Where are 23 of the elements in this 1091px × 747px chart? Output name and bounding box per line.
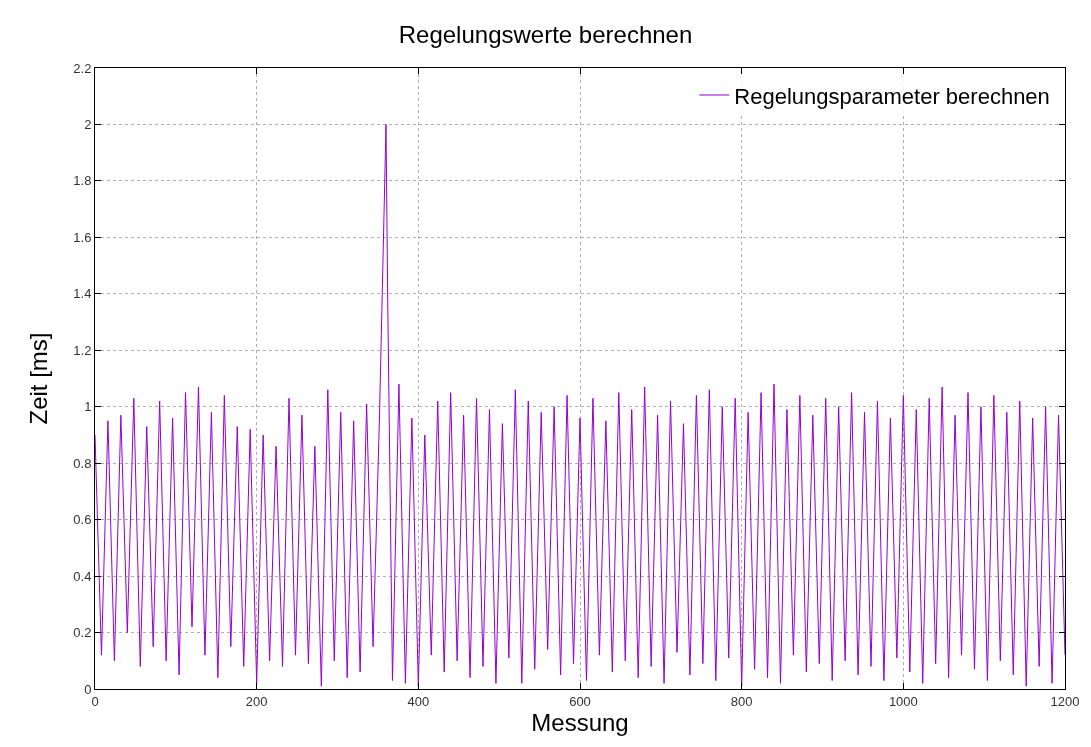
y-axis-title: Zeit [ms]: [25, 332, 53, 425]
x-tick-label: 600: [569, 693, 591, 709]
x-tick-label: 400: [407, 693, 430, 709]
y-tick-label: 2: [84, 117, 92, 132]
y-tick-label: 2.2: [73, 60, 92, 76]
y-tick-label: 0.6: [73, 512, 92, 528]
x-tick-label: 1000: [888, 693, 918, 709]
y-tick-label: 0: [84, 681, 92, 697]
y-tick-label: 1.2: [73, 342, 92, 358]
line-series: [95, 123, 1065, 687]
y-tick-label: 0.4: [73, 568, 92, 584]
y-tick-label: 1.8: [73, 173, 92, 189]
legend-label: Regelungsparameter berechnen: [734, 83, 1050, 109]
x-tick-label: 800: [730, 693, 753, 709]
x-tick-label: 200: [245, 693, 268, 709]
y-tick-label: 1.4: [73, 286, 92, 302]
y-tick-label: 0.2: [73, 625, 92, 641]
x-axis-title: Messung: [531, 708, 629, 736]
y-tick-label: 1.6: [73, 229, 92, 245]
y-tick-label: 0.8: [73, 455, 92, 471]
y-tick-label: 1: [84, 399, 92, 415]
chart-title: Regelungswerte berechnen: [398, 20, 693, 48]
x-tick-label: 1200: [1050, 693, 1080, 709]
